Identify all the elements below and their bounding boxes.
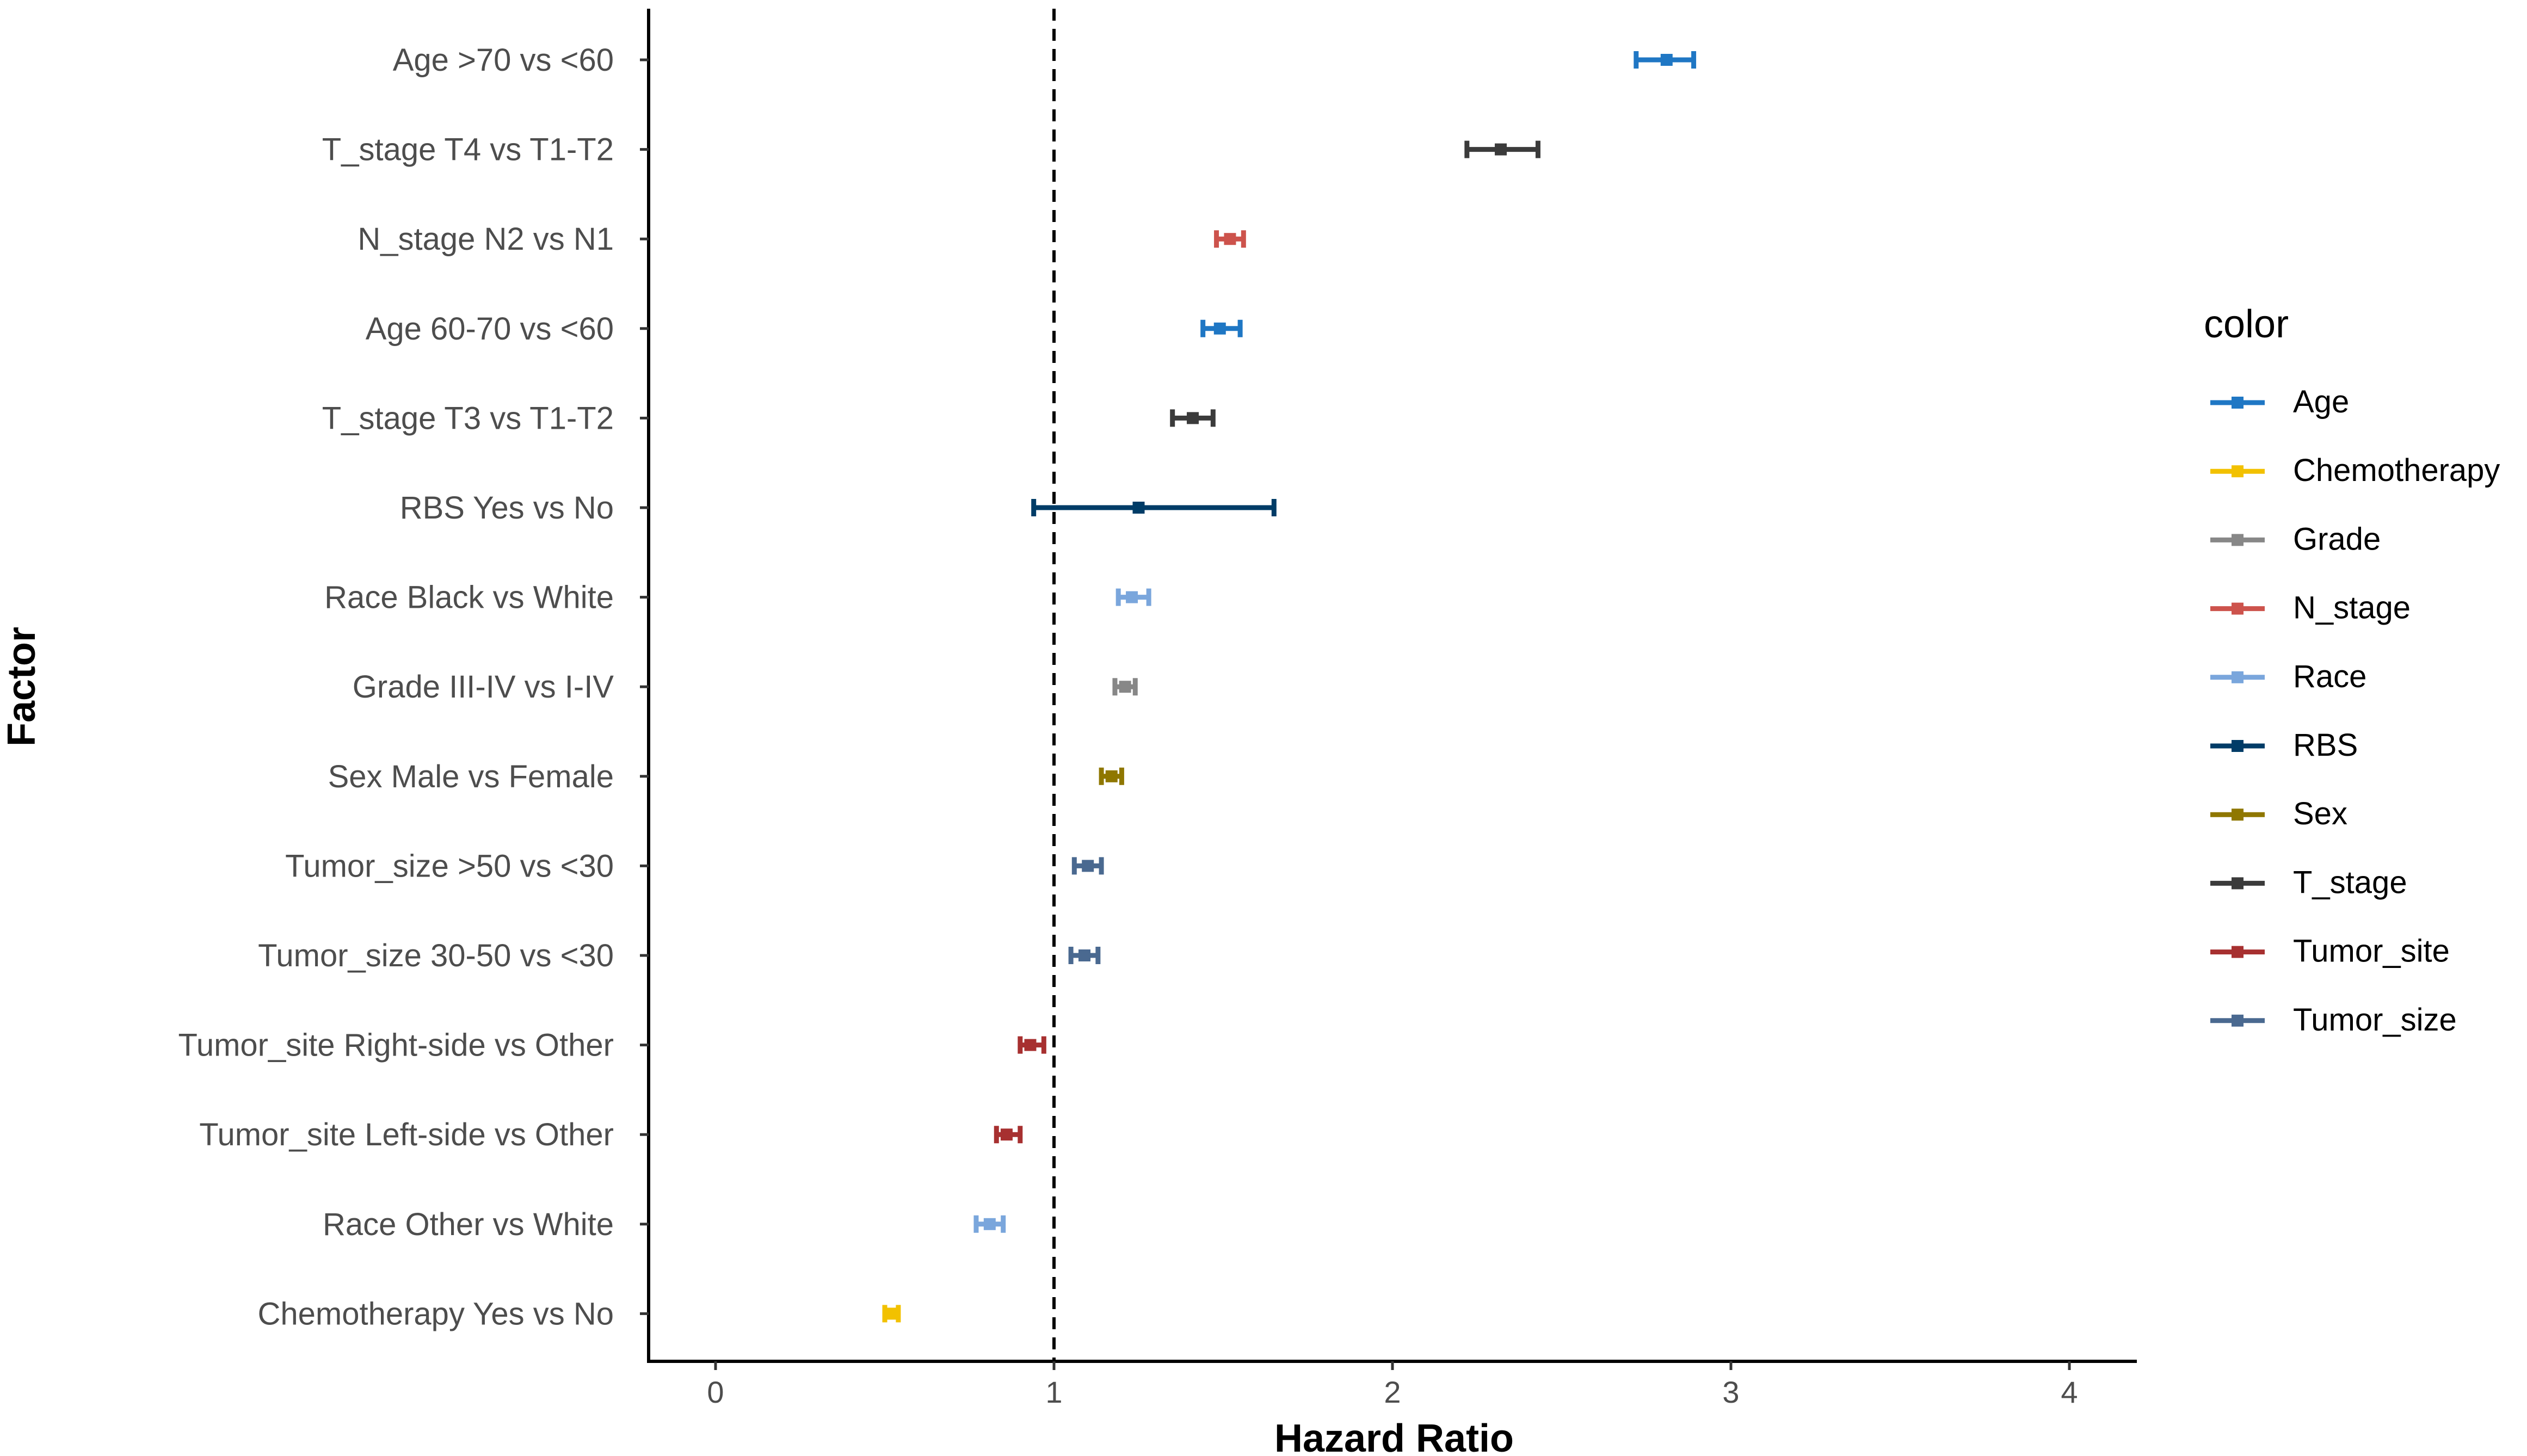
legend-item-t-stage: T_stage (2210, 865, 2407, 900)
legend-item-race: Race (2210, 659, 2366, 694)
x-tick-label: 4 (2061, 1375, 2078, 1409)
forest-row-sex-male-vs-female (1099, 767, 1124, 785)
forest-row-grade-iii-iv-vs-i-iv (1112, 678, 1138, 696)
legend-label: Chemotherapy (2293, 453, 2500, 488)
x-tick-label: 1 (1045, 1375, 1062, 1409)
forest-row-age-60-70-vs-60 (1200, 319, 1243, 337)
x-axis-title: Hazard Ratio (1274, 1417, 1514, 1456)
legend-item-age: Age (2210, 384, 2349, 419)
legend-item-n-stage: N_stage (2210, 590, 2411, 626)
hr-point (1078, 949, 1090, 961)
legend-key-point (2232, 877, 2244, 890)
factor-label: Chemotherapy Yes vs No (258, 1296, 614, 1331)
legend-key-point (2232, 465, 2244, 478)
factor-label: Race Black vs White (324, 580, 614, 615)
hr-point (983, 1218, 996, 1230)
legend-label: Age (2293, 384, 2349, 419)
legend-key-point (2232, 946, 2244, 958)
hr-point (1660, 54, 1673, 66)
legend-key-point (2232, 602, 2244, 615)
legend-key-point (2232, 671, 2244, 683)
legend-label: Tumor_site (2293, 934, 2450, 969)
forest-row-race-black-vs-white (1115, 588, 1151, 606)
forest-row-tumor-site-right-side-vs-other (1018, 1036, 1046, 1054)
axes (647, 9, 2137, 1363)
x-tick-label: 3 (1722, 1375, 1739, 1409)
hr-point (1187, 412, 1199, 424)
factor-label: T_stage T3 vs T1-T2 (322, 400, 614, 436)
factor-label: RBS Yes vs No (400, 490, 614, 526)
forest-row-t-stage-t4-vs-t1-t2 (1464, 140, 1540, 158)
hr-point (1119, 681, 1131, 693)
legend-label: RBS (2293, 727, 2358, 763)
legend-title: color (2204, 303, 2289, 346)
legend-item-tumor-site: Tumor_site (2210, 934, 2450, 969)
legend-key-point (2232, 397, 2244, 409)
forest-row-age-70-vs-60 (1634, 51, 1697, 69)
hr-point (1082, 860, 1094, 872)
factor-label: Tumor_site Right-side vs Other (178, 1028, 614, 1063)
hr-point (1000, 1128, 1013, 1141)
hr-point (1024, 1039, 1037, 1051)
forest-row-rbs-yes-vs-no (1031, 499, 1277, 516)
legend-item-tumor-size: Tumor_size (2210, 1002, 2457, 1038)
factor-labels: Age >70 vs <60 T_stage T4 vs T1-T2 N_stag… (178, 42, 649, 1331)
factor-label: N_stage N2 vs N1 (358, 221, 614, 257)
hr-point (1495, 143, 1507, 156)
factor-label: Tumor_site Left-side vs Other (199, 1117, 614, 1152)
forest-row-n-stage-n2-vs-n1 (1214, 230, 1246, 248)
hr-point (885, 1307, 898, 1320)
factor-label: Race Other vs White (323, 1207, 614, 1242)
hr-point (1213, 322, 1226, 335)
forest-row-t-stage-t3-vs-t1-t2 (1170, 409, 1216, 427)
x-ticks: 0 1 2 3 4 (707, 1361, 2078, 1409)
factor-label: Age >70 vs <60 (393, 42, 614, 78)
factor-label: T_stage T4 vs T1-T2 (322, 132, 614, 168)
legend-label: Race (2293, 659, 2366, 694)
factor-label: Grade III-IV vs I-IV (353, 669, 614, 705)
legend-label: Grade (2293, 521, 2381, 557)
legend-item-grade: Grade (2210, 521, 2381, 557)
hr-point (1105, 770, 1118, 782)
legend: color Age Chemotherapy Grade N_stage Race RBS… (2204, 303, 2500, 1038)
legend-label: T_stage (2293, 865, 2407, 900)
legend-key-point (2232, 534, 2244, 546)
legend-key-point (2232, 740, 2244, 752)
factor-label: Tumor_size 30-50 vs <30 (258, 938, 614, 973)
forest-row-chemotherapy-yes-vs-no (882, 1305, 901, 1323)
x-tick-label: 2 (1384, 1375, 1401, 1409)
factor-label: Age 60-70 vs <60 (366, 311, 614, 347)
y-axis-title: Factor (0, 627, 44, 746)
legend-item-chemotherapy: Chemotherapy (2210, 453, 2500, 488)
forest-row-tumor-site-left-side-vs-other (994, 1126, 1023, 1144)
hr-point (1132, 502, 1145, 514)
legend-label: Tumor_size (2293, 1002, 2457, 1038)
forest-row-tumor-size-30-50-vs-30 (1068, 947, 1101, 964)
legend-item-sex: Sex (2210, 796, 2347, 831)
hr-point (1126, 591, 1138, 603)
factor-label: Sex Male vs Female (328, 759, 614, 794)
factor-label: Tumor_size >50 vs <30 (285, 848, 614, 884)
legend-item-rbs: RBS (2210, 727, 2358, 763)
forest-row-race-other-vs-white (973, 1215, 1006, 1233)
error-bars (882, 51, 1697, 1323)
legend-key-point (2232, 809, 2244, 821)
legend-label: N_stage (2293, 590, 2411, 626)
hr-point (1224, 233, 1236, 245)
x-tick-label: 0 (707, 1375, 724, 1409)
legend-label: Sex (2293, 796, 2347, 831)
legend-key-point (2232, 1014, 2244, 1027)
forest-row-tumor-size-50-vs-30 (1071, 857, 1104, 875)
